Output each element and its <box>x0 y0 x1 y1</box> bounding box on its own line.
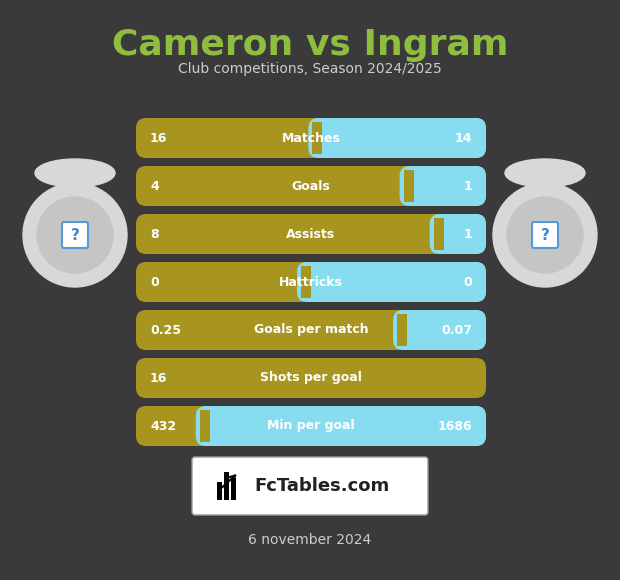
Text: 4: 4 <box>150 179 159 193</box>
Text: Club competitions, Season 2024/2025: Club competitions, Season 2024/2025 <box>178 62 442 76</box>
FancyBboxPatch shape <box>192 457 428 515</box>
Ellipse shape <box>505 159 585 187</box>
FancyBboxPatch shape <box>136 358 486 398</box>
Circle shape <box>507 197 583 273</box>
Text: 0.25: 0.25 <box>150 324 181 336</box>
Text: ?: ? <box>71 227 79 242</box>
Bar <box>434 218 444 250</box>
Text: Matches: Matches <box>281 132 340 144</box>
Text: 0: 0 <box>463 276 472 288</box>
Bar <box>397 314 407 346</box>
Text: 1: 1 <box>463 227 472 241</box>
FancyBboxPatch shape <box>308 118 486 158</box>
FancyBboxPatch shape <box>136 214 486 254</box>
FancyBboxPatch shape <box>136 262 486 302</box>
Text: 16: 16 <box>150 132 167 144</box>
FancyBboxPatch shape <box>136 406 486 446</box>
Circle shape <box>493 183 597 287</box>
FancyBboxPatch shape <box>196 406 486 446</box>
Text: 432: 432 <box>150 419 176 433</box>
Text: 0.07: 0.07 <box>441 324 472 336</box>
Circle shape <box>23 183 127 287</box>
Bar <box>200 410 210 442</box>
Text: Cameron vs Ingram: Cameron vs Ingram <box>112 28 508 62</box>
FancyBboxPatch shape <box>136 118 486 158</box>
FancyBboxPatch shape <box>430 214 486 254</box>
FancyBboxPatch shape <box>136 310 486 350</box>
FancyBboxPatch shape <box>393 310 486 350</box>
Ellipse shape <box>35 159 115 187</box>
FancyBboxPatch shape <box>62 222 88 248</box>
Text: 0: 0 <box>150 276 159 288</box>
Text: 16: 16 <box>150 372 167 385</box>
FancyBboxPatch shape <box>297 262 486 302</box>
Bar <box>404 170 414 202</box>
FancyBboxPatch shape <box>400 166 486 206</box>
Text: FcTables.com: FcTables.com <box>254 477 389 495</box>
Text: Hattricks: Hattricks <box>279 276 343 288</box>
Text: 1: 1 <box>463 179 472 193</box>
Circle shape <box>37 197 113 273</box>
Text: 14: 14 <box>454 132 472 144</box>
Bar <box>224 472 229 500</box>
Text: Goals: Goals <box>291 179 330 193</box>
FancyBboxPatch shape <box>136 166 486 206</box>
Text: ?: ? <box>541 227 549 242</box>
Text: Assists: Assists <box>286 227 335 241</box>
Text: 6 november 2024: 6 november 2024 <box>249 533 371 547</box>
Text: Min per goal: Min per goal <box>267 419 355 433</box>
Bar <box>231 478 236 500</box>
Bar <box>301 266 311 298</box>
Text: 1686: 1686 <box>437 419 472 433</box>
Text: 8: 8 <box>150 227 159 241</box>
Bar <box>217 482 222 500</box>
Bar <box>312 122 322 154</box>
Text: Shots per goal: Shots per goal <box>260 372 362 385</box>
Text: Goals per match: Goals per match <box>254 324 368 336</box>
FancyBboxPatch shape <box>532 222 558 248</box>
